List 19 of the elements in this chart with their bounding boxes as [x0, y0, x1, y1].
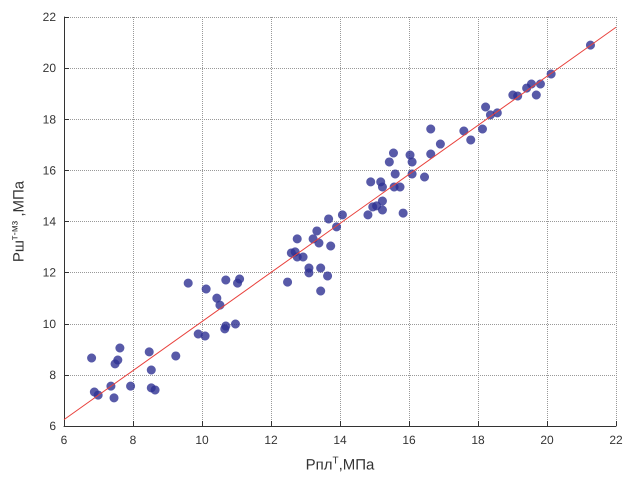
y-tick-label: 12	[42, 266, 56, 280]
x-tick-label: 16	[402, 433, 416, 447]
x-tick-label: 8	[130, 433, 137, 447]
y-tick-label: 8	[49, 368, 56, 382]
x-tick-label: 6	[60, 433, 68, 447]
y-axis-title: Ршт-мз ,МПа	[10, 180, 28, 262]
x-tick-label: 18	[471, 433, 485, 447]
x-tick-label: 22	[609, 433, 623, 447]
y-tick-label: 6	[49, 419, 56, 433]
x-tick-label: 10	[195, 433, 209, 447]
y-tick-label: 20	[42, 61, 56, 76]
x-tick-label: 12	[264, 433, 278, 447]
y-tick-label: 10	[42, 316, 56, 331]
x-tick-label: 20	[540, 433, 554, 447]
x-tick-label: 14	[333, 433, 347, 447]
y-tick-label: 14	[42, 214, 56, 228]
y-tick-label: 18	[42, 112, 56, 126]
y-tick-label: 22	[42, 10, 56, 24]
y-tick-label: 16	[42, 163, 56, 178]
